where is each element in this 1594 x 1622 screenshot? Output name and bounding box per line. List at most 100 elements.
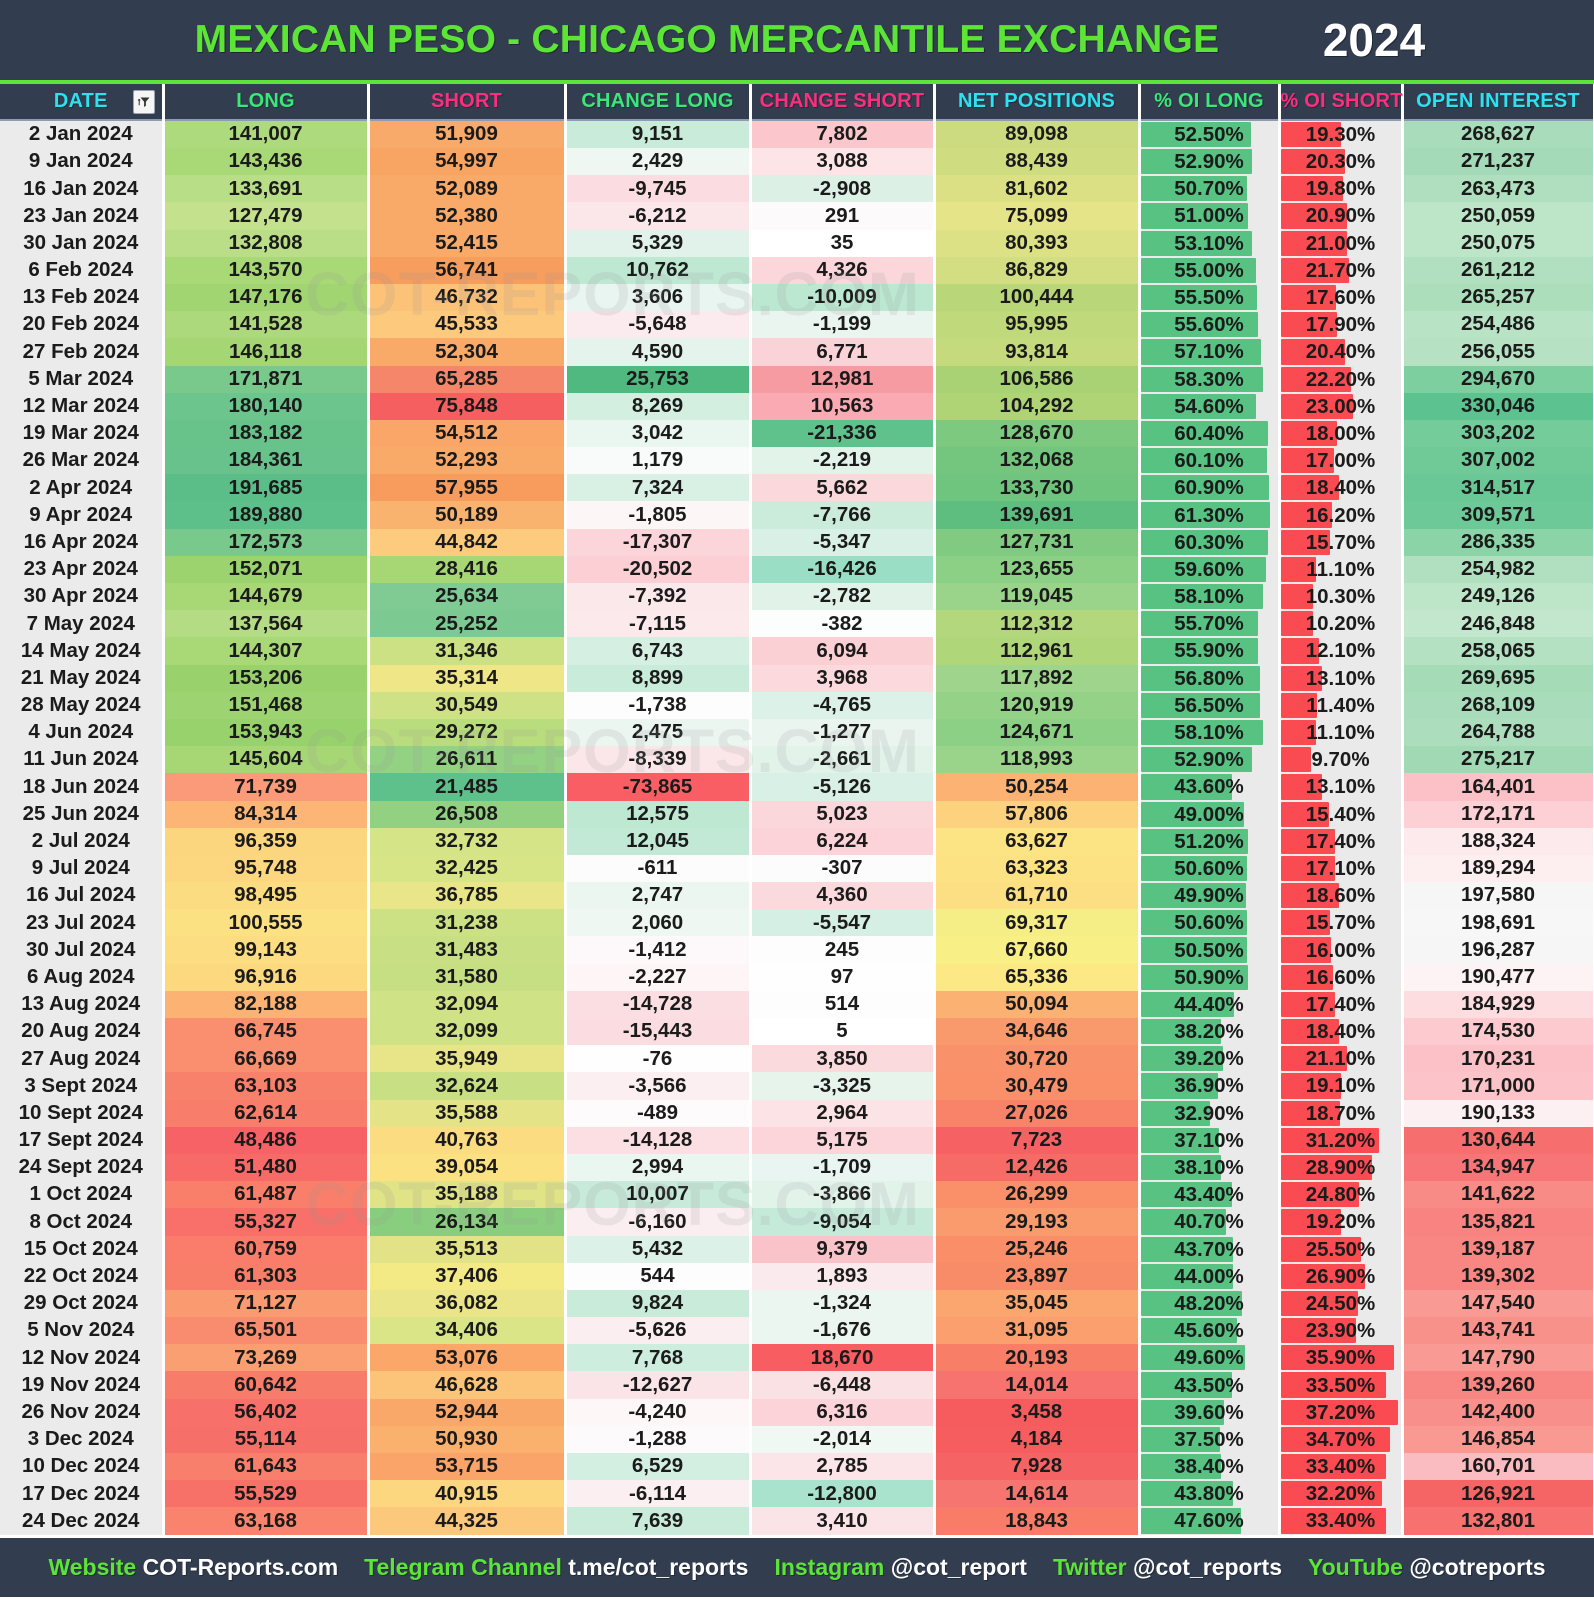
cell-date: 2 Jan 2024 <box>0 120 165 148</box>
cell-oi-long: 51.00% <box>1139 202 1281 230</box>
cell-open-interest: 170,231 <box>1402 1045 1594 1073</box>
table-row: 18 Jun 2024 71,739 21,485 -73,865 -5,126 50,2… <box>0 773 1594 801</box>
cell-long: 143,436 <box>163 148 370 176</box>
cell-net-positions: 14,614 <box>934 1480 1141 1508</box>
cell-change-long: 544 <box>565 1262 752 1290</box>
cell-net-positions: 29,193 <box>934 1208 1141 1236</box>
footer-link-label: Instagram <box>774 1553 885 1580</box>
column-header-oi-short[interactable]: % OI SHORT <box>1279 84 1404 121</box>
column-header-change-short[interactable]: CHANGE SHORT <box>750 84 936 121</box>
cell-change-short: -9,054 <box>750 1208 936 1236</box>
cell-oi-long: 50.70% <box>1139 175 1281 203</box>
cell-change-short: -3,866 <box>750 1181 936 1209</box>
cell-date: 14 May 2024 <box>0 637 165 665</box>
cell-oi-short: 15.70% <box>1279 909 1404 937</box>
footer-link[interactable]: Telegram Channel t.me/cot_reports <box>364 1554 748 1581</box>
cell-change-short: -16,426 <box>750 555 936 583</box>
cell-change-short: 7,802 <box>750 120 936 148</box>
cell-oi-short: 35.90% <box>1279 1344 1404 1372</box>
cell-change-long: 25,753 <box>565 365 752 393</box>
cell-open-interest: 130,644 <box>1402 1126 1594 1154</box>
column-header-long[interactable]: LONG <box>163 84 370 121</box>
cell-short: 51,909 <box>368 120 567 148</box>
cell-open-interest: 250,075 <box>1402 229 1594 257</box>
cell-short: 31,483 <box>368 936 567 964</box>
column-header-net-positions[interactable]: NET POSITIONS <box>934 84 1141 121</box>
cell-oi-long: 55.90% <box>1139 637 1281 665</box>
cell-change-short: -5,126 <box>750 773 936 801</box>
cell-short: 31,346 <box>368 637 567 665</box>
cell-change-short: 35 <box>750 229 936 257</box>
cell-change-long: -6,114 <box>565 1480 752 1508</box>
cell-change-long: 5,329 <box>565 229 752 257</box>
column-header-oi-long[interactable]: % OI LONG <box>1139 84 1281 121</box>
cell-date: 27 Feb 2024 <box>0 338 165 366</box>
table-row: 10 Sept 2024 62,614 35,588 -489 2,964 27,026 3… <box>0 1099 1594 1127</box>
cell-date: 15 Oct 2024 <box>0 1235 165 1263</box>
cell-oi-short: 19.10% <box>1279 1072 1404 1100</box>
cell-net-positions: 34,646 <box>934 1018 1141 1046</box>
table-row: 16 Jul 2024 98,495 36,785 2,747 4,360 61,710 4… <box>0 882 1594 910</box>
cell-date: 10 Dec 2024 <box>0 1453 165 1481</box>
cell-oi-long: 56.50% <box>1139 691 1281 719</box>
cell-oi-short: 19.30% <box>1279 120 1404 148</box>
cell-net-positions: 100,444 <box>934 283 1141 312</box>
cell-long: 127,479 <box>163 202 370 230</box>
cell-date: 23 Apr 2024 <box>0 555 165 583</box>
cell-short: 37,406 <box>368 1262 567 1290</box>
cell-oi-short: 22.20% <box>1279 365 1404 393</box>
cell-open-interest: 135,821 <box>1402 1208 1594 1236</box>
cell-net-positions: 50,094 <box>934 990 1141 1018</box>
cell-oi-short: 23.00% <box>1279 392 1404 420</box>
footer-link[interactable]: YouTube @cotreports <box>1308 1554 1546 1581</box>
cell-open-interest: 172,171 <box>1402 800 1594 828</box>
column-header-date[interactable]: DATE <box>0 84 165 121</box>
cell-open-interest: 142,400 <box>1402 1398 1594 1426</box>
cell-oi-long: 52.50% <box>1139 120 1281 148</box>
cell-date: 26 Mar 2024 <box>0 447 165 475</box>
column-header-change-long[interactable]: CHANGE LONG <box>565 84 752 121</box>
cell-change-long: -6,160 <box>565 1208 752 1236</box>
cell-open-interest: 286,335 <box>1402 528 1594 556</box>
table-row: 30 Jul 2024 99,143 31,483 -1,412 245 67,660 50… <box>0 936 1594 964</box>
cell-net-positions: 118,993 <box>934 746 1141 774</box>
cell-net-positions: 18,843 <box>934 1507 1141 1535</box>
cell-date: 20 Feb 2024 <box>0 311 165 339</box>
cell-short: 28,416 <box>368 555 567 583</box>
cell-open-interest: 126,921 <box>1402 1480 1594 1508</box>
cell-change-long: 8,899 <box>565 664 752 692</box>
filter-icon[interactable] <box>132 89 155 114</box>
cell-net-positions: 23,897 <box>934 1262 1141 1290</box>
cell-date: 30 Jan 2024 <box>0 229 165 257</box>
cell-oi-long: 45.60% <box>1139 1317 1281 1345</box>
cell-change-short: 6,316 <box>750 1398 936 1426</box>
cell-short: 35,949 <box>368 1045 567 1073</box>
cell-long: 141,007 <box>163 120 370 148</box>
footer-link[interactable]: Twitter @cot_reports <box>1053 1554 1282 1581</box>
cell-change-short: 3,850 <box>750 1045 936 1073</box>
cell-change-short: -10,009 <box>750 283 936 312</box>
cell-oi-long: 50.60% <box>1139 854 1281 883</box>
cell-long: 144,679 <box>163 583 370 611</box>
cell-change-long: -14,728 <box>565 990 752 1018</box>
table-row: 9 Jan 2024 143,436 54,997 2,429 3,088 88,439 5… <box>0 148 1594 176</box>
table-row: 2 Jan 2024 141,007 51,909 9,151 7,802 89,098 5… <box>0 120 1594 148</box>
cell-change-long: -8,339 <box>565 746 752 774</box>
cell-short: 36,082 <box>368 1289 567 1318</box>
cell-change-long: -1,805 <box>565 501 752 529</box>
footer-link[interactable]: Website COT-Reports.com <box>48 1554 338 1581</box>
cell-change-short: 1,893 <box>750 1262 936 1290</box>
footer-link-value: @cotreports <box>1402 1553 1546 1580</box>
cell-oi-short: 17.60% <box>1279 283 1404 312</box>
column-header-short[interactable]: SHORT <box>368 84 567 121</box>
table-row: 10 Dec 2024 61,643 53,715 6,529 2,785 7,928 38… <box>0 1453 1594 1481</box>
cell-oi-long: 38.20% <box>1139 1018 1281 1046</box>
cell-oi-short: 33.50% <box>1279 1371 1404 1399</box>
cell-open-interest: 303,202 <box>1402 419 1594 448</box>
cell-open-interest: 309,571 <box>1402 501 1594 529</box>
column-header-open-interest[interactable]: OPEN INTEREST <box>1402 84 1594 121</box>
cell-change-long: -611 <box>565 854 752 883</box>
cell-oi-short: 17.90% <box>1279 311 1404 339</box>
table-row: 13 Feb 2024 147,176 46,732 3,606 -10,009 100,… <box>0 283 1594 312</box>
footer-link[interactable]: Instagram @cot_report <box>774 1554 1027 1581</box>
